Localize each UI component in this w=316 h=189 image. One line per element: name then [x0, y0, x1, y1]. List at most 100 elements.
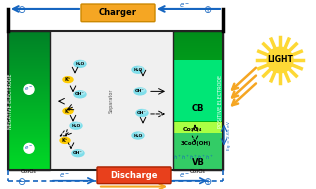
- Text: VB: VB: [191, 158, 204, 167]
- Text: LIGHT: LIGHT: [267, 56, 293, 64]
- Bar: [173, 31, 223, 170]
- Bar: [173, 96, 223, 97]
- Bar: [173, 116, 223, 117]
- Bar: [173, 38, 223, 39]
- Bar: [173, 159, 223, 160]
- Bar: [8, 96, 50, 97]
- Bar: [8, 97, 50, 98]
- Bar: [173, 72, 223, 73]
- Text: $h^+$: $h^+$: [197, 153, 205, 162]
- Bar: [173, 129, 223, 131]
- Bar: [173, 59, 223, 60]
- Bar: [8, 40, 50, 41]
- Bar: [173, 68, 223, 69]
- Bar: [173, 37, 223, 38]
- Bar: [173, 112, 223, 113]
- Bar: [173, 160, 223, 161]
- Bar: [173, 83, 223, 84]
- Text: CB: CB: [192, 104, 204, 113]
- Bar: [8, 90, 50, 91]
- Text: Eg = 2.65 eV: Eg = 2.65 eV: [227, 121, 231, 150]
- Bar: [8, 59, 50, 60]
- Bar: [8, 35, 50, 36]
- Bar: [8, 68, 50, 69]
- Ellipse shape: [142, 110, 147, 113]
- Bar: [8, 160, 50, 161]
- Bar: [8, 62, 50, 63]
- Bar: [8, 134, 50, 136]
- Text: NEGATIVE ELECTRODE: NEGATIVE ELECTRODE: [9, 74, 14, 129]
- Bar: [8, 159, 50, 160]
- Bar: [8, 161, 50, 162]
- Bar: [8, 166, 50, 167]
- Bar: [8, 86, 50, 88]
- Bar: [173, 53, 223, 54]
- Bar: [173, 42, 223, 43]
- Text: OH⁻: OH⁻: [73, 151, 83, 155]
- Text: H₂O: H₂O: [133, 68, 143, 72]
- Text: $h^+$: $h^+$: [181, 153, 189, 162]
- Bar: [173, 102, 223, 103]
- Bar: [8, 99, 50, 100]
- Bar: [8, 57, 50, 58]
- Bar: [173, 78, 223, 80]
- Text: OH⁻: OH⁻: [135, 89, 145, 93]
- Bar: [173, 92, 223, 93]
- Bar: [8, 71, 50, 72]
- Bar: [173, 50, 223, 51]
- Bar: [173, 168, 223, 169]
- Bar: [8, 55, 50, 56]
- Bar: [173, 161, 223, 162]
- Bar: [173, 167, 223, 168]
- Bar: [173, 81, 223, 83]
- Text: $e^-$: $e^-$: [179, 171, 191, 180]
- Bar: [173, 136, 223, 138]
- Bar: [173, 150, 223, 151]
- Bar: [8, 124, 50, 125]
- Bar: [8, 114, 50, 115]
- Bar: [8, 39, 50, 40]
- Bar: [8, 119, 50, 120]
- Bar: [173, 85, 223, 87]
- Text: Co₃O₄: Co₃O₄: [21, 169, 37, 174]
- Text: OH⁻: OH⁻: [137, 111, 147, 115]
- Bar: [8, 50, 50, 51]
- Bar: [8, 132, 50, 133]
- Bar: [8, 115, 50, 116]
- Bar: [173, 65, 223, 66]
- Bar: [8, 163, 50, 164]
- Bar: [173, 131, 223, 132]
- Bar: [173, 77, 223, 78]
- Bar: [173, 125, 223, 126]
- Bar: [8, 77, 50, 78]
- Bar: [173, 165, 223, 166]
- Bar: [173, 84, 223, 85]
- Bar: [8, 147, 50, 148]
- Text: $\ominus$: $\ominus$: [17, 4, 27, 15]
- Bar: [8, 47, 50, 48]
- Bar: [8, 34, 50, 35]
- Bar: [173, 49, 223, 50]
- Bar: [173, 133, 223, 170]
- Bar: [173, 105, 223, 106]
- Text: K⁺: K⁺: [65, 77, 71, 82]
- Bar: [8, 133, 50, 135]
- Bar: [173, 36, 223, 37]
- Bar: [8, 64, 50, 65]
- Bar: [173, 33, 223, 34]
- Ellipse shape: [63, 77, 73, 83]
- Text: $h^+$: $h^+$: [205, 153, 213, 162]
- Bar: [50, 31, 173, 170]
- Bar: [8, 63, 50, 64]
- Bar: [173, 144, 223, 145]
- Bar: [173, 136, 223, 148]
- Bar: [8, 151, 50, 152]
- Bar: [173, 89, 223, 90]
- Bar: [8, 126, 50, 127]
- Bar: [8, 101, 50, 102]
- Bar: [8, 85, 50, 87]
- Bar: [173, 30, 223, 32]
- Bar: [8, 103, 50, 104]
- Bar: [173, 35, 223, 36]
- Bar: [8, 81, 50, 82]
